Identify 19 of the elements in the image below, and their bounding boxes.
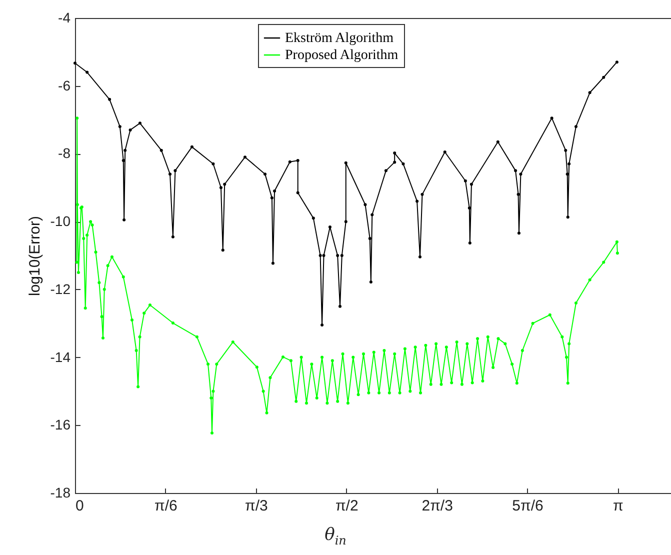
x-tick-label: 2π/3: [422, 498, 453, 514]
y-tick-label: -6: [58, 77, 71, 94]
x-tick-label: π: [613, 498, 624, 514]
y-tick-label: -8: [58, 145, 71, 162]
x-tick-label: π/6: [154, 498, 178, 514]
y-tick-label: -4: [58, 10, 71, 26]
legend-label: Proposed Algorithm: [285, 48, 398, 63]
y-tick-label: -14: [50, 348, 71, 365]
x-tick-label: π/2: [335, 498, 358, 514]
x-axis-title: θ$_{in}$: [324, 525, 348, 548]
x-tick-label: π/3: [244, 498, 268, 514]
y-tick-label: -12: [50, 280, 71, 297]
y-tick-label: -10: [50, 213, 71, 230]
y-tick-label: -16: [50, 416, 71, 433]
legend-label: Ekström Algorithm: [285, 31, 394, 46]
x-tick-label: 5π/6: [512, 498, 544, 514]
y-tick-label: -18: [50, 484, 71, 500]
y-axis-title: log10(Error): [26, 216, 44, 296]
x-tick-label: 0: [76, 498, 84, 514]
